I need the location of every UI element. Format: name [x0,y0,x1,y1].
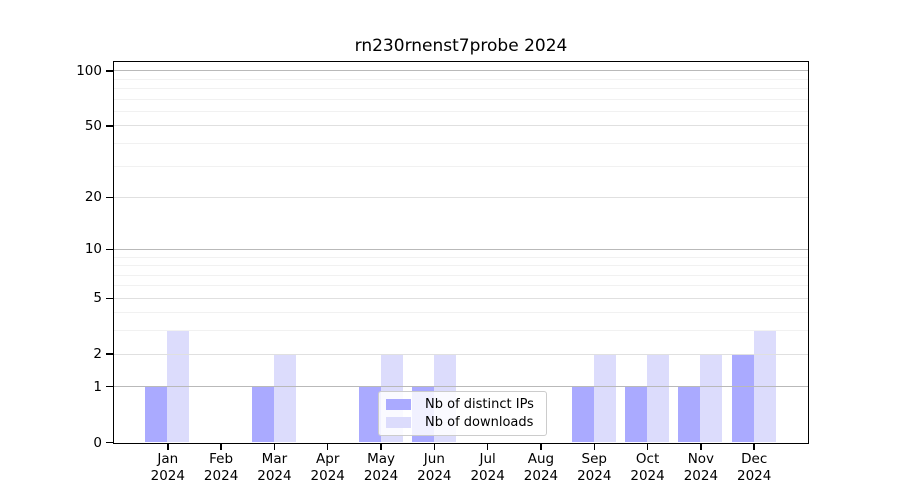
y-axis-tick [106,441,113,444]
legend: Nb of distinct IPs Nb of downloads [378,391,547,436]
y-axis-tick [106,297,113,299]
bar-nb-of-distinct-ips [358,386,381,442]
y-axis-tick [106,248,113,251]
gridline-minor [114,285,808,287]
gridline-major [114,196,808,198]
x-axis-tick-label: Sep 2024 [577,451,612,484]
gridline-minor [114,165,808,167]
x-axis-tick [380,444,382,450]
x-axis-tick-label: Aug 2024 [523,451,559,484]
gridline-major [114,297,808,299]
y-axis-tick [106,353,113,355]
gridline-minor [114,274,808,276]
x-axis-tick-label: Dec 2024 [737,451,772,484]
chart-title: rn230rnenst7probe 2024 [354,36,568,56]
x-axis-tick [326,444,329,450]
x-axis-tick [486,444,489,450]
gridline-decade [114,70,808,72]
gridline-minor [114,98,808,100]
gridline-minor [114,330,808,332]
y-axis-tick-label: 5 [93,290,102,307]
gridline-major [114,125,808,127]
y-axis-tick-label: 100 [76,62,102,79]
gridline-minor [114,78,808,80]
y-axis-tick [106,385,113,388]
bar-nb-of-distinct-ips [625,386,648,442]
legend-row: Nb of distinct IPs [386,397,540,412]
x-axis-tick [433,444,436,450]
y-axis-tick-label: 1 [93,378,102,395]
y-axis-tick-label: 10 [84,241,102,258]
y-axis-tick-label: 2 [93,346,102,363]
gridline-major [114,353,808,355]
y-axis-tick [106,125,113,127]
bar-nb-of-distinct-ips [731,353,754,442]
gridline-decade [114,386,808,388]
x-axis-tick [540,444,542,450]
legend-label: Nb of downloads [425,415,534,430]
x-axis-tick [167,444,169,450]
x-axis-tick-label: Jul 2024 [470,451,505,484]
bar-nb-of-downloads [700,353,723,442]
gridline-minor [114,312,808,314]
y-axis-tick-label: 50 [84,117,102,134]
gridline-minor [114,265,808,267]
bar-nb-of-downloads [273,353,296,442]
x-axis-tick [273,444,276,450]
x-axis-tick-label: Oct 2024 [630,451,665,484]
y-axis-tick [106,196,113,199]
x-axis-tick-label: Mar 2024 [257,451,292,484]
x-axis-tick [646,444,649,450]
x-axis-tick [220,444,222,450]
legend-label: Nb of distinct IPs [425,397,534,412]
x-axis-tick-label: May 2024 [363,451,399,484]
x-axis-tick [593,444,596,450]
gridline-minor [114,143,808,145]
legend-row: Nb of downloads [386,415,540,430]
bar-nb-of-downloads [647,353,670,442]
x-axis-tick [700,444,702,450]
bar-nb-of-downloads [593,353,616,442]
legend-swatch [386,399,411,410]
x-axis-tick-label: Jun 2024 [417,451,452,484]
x-axis-tick [753,444,755,450]
x-axis-tick-label: Apr 2024 [310,451,345,484]
gridline-minor [114,256,808,258]
bar-nb-of-distinct-ips [251,386,274,442]
bar-nb-of-distinct-ips [678,386,701,442]
gridline-decade [114,248,808,250]
x-axis-tick-label: Jan 2024 [150,451,185,484]
gridline-minor [114,88,808,90]
gridline-minor [114,111,808,113]
y-axis-tick-label: 20 [84,189,102,206]
plot-area [113,61,809,444]
bar-nb-of-distinct-ips [571,386,594,442]
y-axis-tick-label: 0 [93,434,102,451]
legend-swatch [386,417,411,428]
x-axis-tick-label: Nov 2024 [683,451,719,484]
x-axis-tick-label: Feb 2024 [203,451,239,484]
y-axis-tick [106,70,113,72]
bar-nb-of-distinct-ips [145,386,168,442]
